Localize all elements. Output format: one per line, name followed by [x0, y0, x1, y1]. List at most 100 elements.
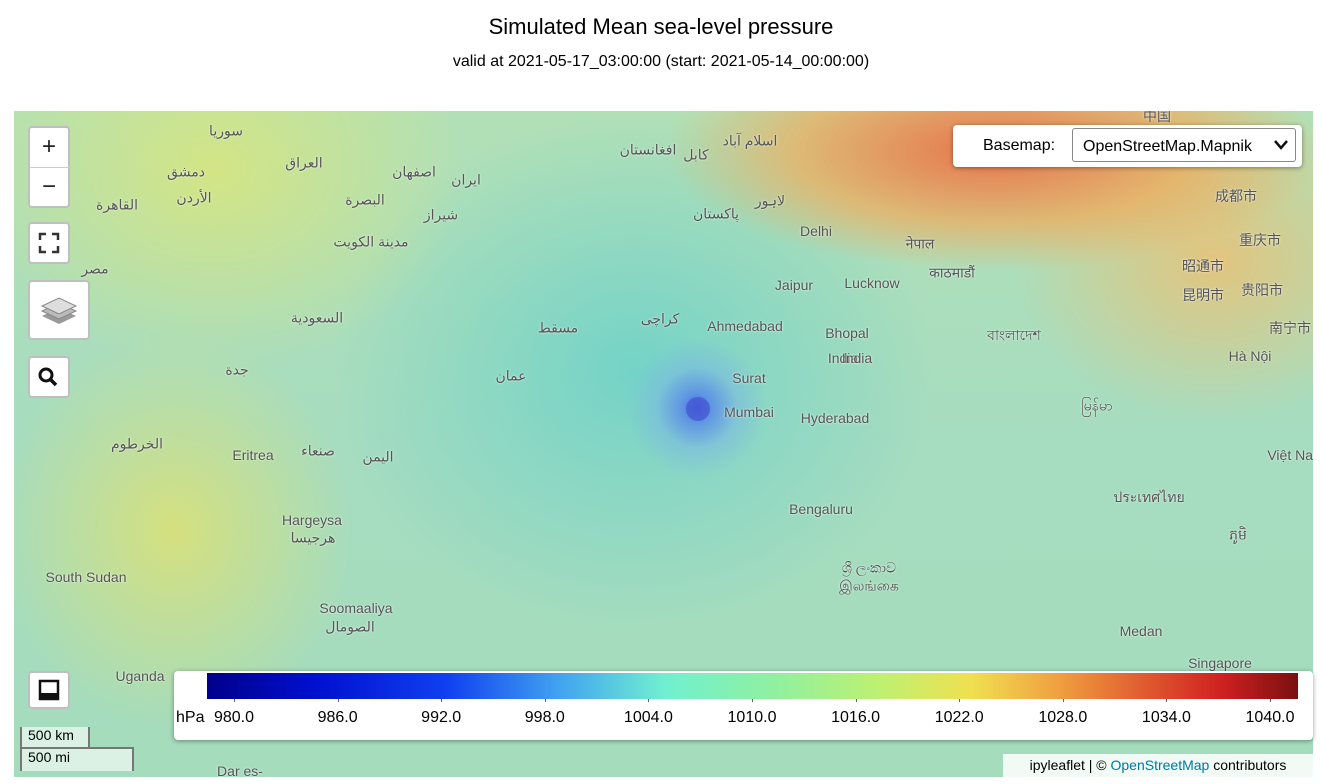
place-label: ភូមិ — [1229, 526, 1247, 543]
place-label: Hà Nội — [1228, 348, 1272, 364]
place-label: الأردن — [176, 189, 212, 206]
colorbar-tick-label: 986.0 — [317, 709, 358, 726]
place-label: عمان — [495, 367, 527, 384]
attribution-prefix: ipyleaflet | © — [1029, 757, 1107, 773]
place-label: كراچی — [640, 310, 680, 327]
place-label: Surat — [732, 370, 766, 386]
place-label: Medan — [1119, 623, 1163, 639]
place-label: Ahmedabad — [707, 318, 783, 334]
attribution: ipyleaflet | © OpenStreetMap contributor… — [1003, 754, 1313, 777]
place-label: افغانستان — [619, 141, 677, 158]
place-label: Delhi — [800, 223, 832, 239]
colorbar-tick-label: 1028.0 — [1038, 709, 1088, 726]
place-label: Singapore — [1188, 655, 1252, 671]
search-icon — [38, 367, 58, 387]
colorbar-tick — [855, 699, 857, 702]
place-label: اصفهان — [392, 163, 436, 180]
basemap-value: OpenStreetMap.Mapnik — [1083, 138, 1252, 155]
colorbar-tick-label: 1016.0 — [831, 709, 881, 726]
subtitle: valid at 2021-05-17_03:00:00 (start: 202… — [452, 53, 870, 70]
place-label: India — [841, 350, 873, 366]
colorbar-tick-label: 1034.0 — [1141, 709, 1191, 726]
colorbar-tick — [1166, 699, 1168, 702]
colorbar-tick-label: 1040.0 — [1245, 709, 1295, 726]
colorbar-tick — [752, 699, 753, 702]
colorbar-tick — [1270, 699, 1271, 702]
place-label: Lucknow — [844, 275, 900, 291]
place-label: नेपाल — [905, 235, 935, 252]
place-label: اليمن — [362, 448, 394, 465]
colorbar-tick-label: 992.0 — [421, 709, 462, 726]
place-label: Soomaaliya — [319, 600, 393, 616]
layers-button[interactable] — [28, 280, 90, 340]
place-label: 重庆市 — [1239, 232, 1281, 248]
colorbar-tick — [234, 699, 235, 702]
colorbar-tick — [337, 699, 339, 702]
place-label: 昆明市 — [1182, 287, 1224, 303]
fullscreen-button[interactable] — [28, 222, 70, 264]
colorbar-tick — [544, 699, 546, 702]
colorbar-tick-label: 1004.0 — [623, 709, 673, 726]
place-label: Bengaluru — [789, 501, 853, 517]
place-label: البصرة — [345, 191, 385, 208]
place-label: 南宁市 — [1269, 320, 1311, 336]
dropdown-arrow — [1274, 140, 1288, 150]
colorbar-tick-label: 998.0 — [524, 709, 565, 726]
place-label: کابل — [683, 146, 709, 163]
colorbar-toggle[interactable] — [28, 671, 70, 709]
place-label: هرجيسا — [290, 529, 336, 546]
zoom-out[interactable]: − — [28, 167, 70, 208]
place-label: اسلام آباد — [722, 132, 778, 149]
place-label: Dar es- — [217, 763, 263, 777]
place-label: الصومال — [325, 618, 375, 635]
colorbar-tick — [648, 699, 650, 702]
place-label: Hargeysa — [282, 512, 342, 528]
place-label: الخرطوم — [111, 435, 163, 452]
place-label: العراق — [285, 154, 323, 171]
place-label: South Sudan — [45, 569, 127, 585]
colorbar-tick — [441, 699, 443, 702]
colorbar-unit: hPa — [176, 709, 205, 726]
place-label: မြန်မာ — [1081, 397, 1113, 414]
place-label: السعودية — [290, 309, 344, 326]
colorbar-tick — [959, 699, 961, 702]
place-label: مسقط — [537, 319, 579, 336]
map[interactable]: Delhi Jaipur Lucknow Ahmedabad Bhopal India Su… — [14, 111, 1313, 777]
place-label: Eritrea — [232, 447, 274, 463]
place-label: Jaipur — [774, 277, 814, 293]
place-label: 昭通市 — [1182, 258, 1224, 274]
place-label: இலங்கை — [839, 577, 899, 594]
colorbar-tick — [1062, 699, 1064, 702]
place-label: جدة — [225, 361, 249, 378]
place-label: Mumbai — [724, 404, 774, 420]
place-label: বাংলাদেশ — [987, 327, 1041, 343]
place-label: 中国 — [1143, 111, 1171, 124]
attribution-link[interactable]: OpenStreetMap — [1110, 757, 1210, 773]
basemap-label: Basemap: — [983, 137, 1056, 154]
colorbar-tick-label: 980.0 — [213, 709, 255, 726]
place-label: Uganda — [115, 668, 165, 684]
colorbar-gradient — [207, 673, 1298, 699]
title: Simulated Mean sea-level pressure — [488, 14, 834, 39]
place-label: مدينة الكويت — [333, 233, 409, 250]
place-label: لاہور — [754, 192, 786, 209]
zoom-in[interactable]: + — [28, 126, 70, 168]
search-button[interactable] — [28, 356, 70, 398]
attribution-suffix: contributors — [1213, 757, 1287, 773]
place-label: القاهرة — [96, 196, 138, 213]
place-label: ශ්‍රී ලංකාව — [841, 559, 897, 576]
fullscreen-icon — [38, 232, 60, 254]
place-label: ประเทศไทย — [1113, 489, 1185, 505]
basemap-select[interactable]: OpenStreetMap.Mapnik — [1072, 128, 1296, 162]
colorbar-tick-label: 1022.0 — [934, 709, 984, 726]
place-label: India — [827, 350, 859, 366]
place-label: صنعاء — [301, 442, 335, 459]
place-label: مصر — [81, 260, 109, 277]
colorbar-tick-label: 1010.0 — [727, 709, 777, 726]
place-label: Bhopal — [825, 325, 869, 341]
place-label: دمشق — [167, 163, 205, 180]
low-centre — [686, 397, 710, 421]
place-label: سوريا — [209, 122, 243, 139]
place-label: شیراز — [423, 206, 459, 223]
